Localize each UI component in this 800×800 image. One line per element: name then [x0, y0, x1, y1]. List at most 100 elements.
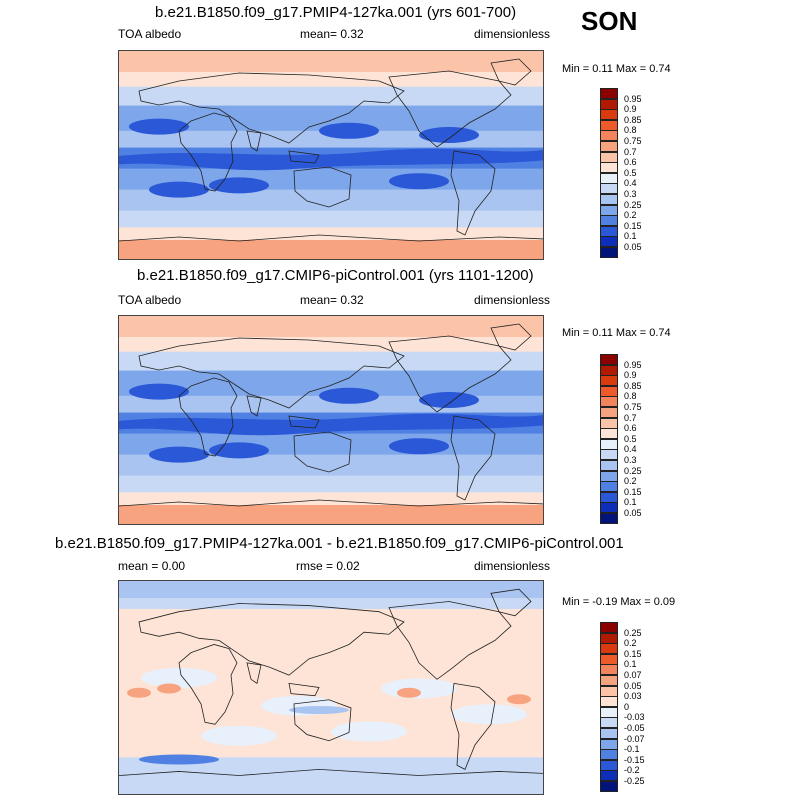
- field-band: [119, 492, 543, 506]
- colorbar-label: 0.15: [624, 648, 642, 659]
- field-band: [119, 210, 543, 228]
- colorbar-swatch: [600, 643, 618, 655]
- field-blob: [209, 442, 269, 459]
- panel-2-mean-label: mean= 0.32: [300, 293, 364, 307]
- coastline: [288, 415, 320, 429]
- colorbar-swatch: [600, 119, 618, 131]
- colorbar-label: -0.15: [624, 754, 645, 765]
- colorbar-swatch: [600, 449, 618, 461]
- field-blob: [397, 687, 421, 698]
- colorbar-swatch: [600, 396, 618, 408]
- colorbar-swatch: [600, 632, 618, 644]
- field-band: [119, 505, 543, 524]
- panel-1-units-label: dimensionless: [474, 27, 551, 41]
- colorbar-label: -0.1: [624, 744, 640, 755]
- field-blob: [149, 181, 209, 198]
- field-blob: [319, 387, 379, 404]
- colorbar-swatch: [600, 653, 618, 665]
- colorbar-swatch: [600, 194, 618, 206]
- colorbar-label: 0.1: [624, 497, 637, 508]
- colorbar-swatch: [600, 151, 618, 163]
- colorbar-swatch: [600, 696, 618, 708]
- coastline: [450, 415, 496, 501]
- panel-3-map: [118, 580, 544, 795]
- panel-2-title: b.e21.B1850.f09_g17.CMIP6-piControl.001 …: [137, 267, 534, 284]
- colorbar-label: 0.7: [624, 412, 637, 423]
- colorbar-label: 0.03: [624, 691, 642, 702]
- panel-3-title: b.e21.B1850.f09_g17.PMIP4-127ka.001 - b.…: [55, 535, 624, 552]
- colorbar-swatch: [600, 481, 618, 493]
- field-itcz: [119, 148, 543, 171]
- colorbar-swatch: [600, 236, 618, 248]
- field-band: [119, 475, 543, 493]
- colorbar-swatch: [600, 364, 618, 376]
- colorbar-swatch: [600, 438, 618, 450]
- field-itcz: [119, 413, 543, 436]
- colorbar-swatch: [600, 385, 618, 397]
- colorbar-label: 0.1: [624, 659, 637, 670]
- field-blob: [149, 446, 209, 463]
- colorbar-swatch: [600, 204, 618, 216]
- colorbar-label: 0.4: [624, 178, 637, 189]
- field-band: [119, 316, 543, 338]
- coastline: [178, 644, 238, 725]
- colorbar-swatch: [600, 215, 618, 227]
- colorbar-label: 0.9: [624, 104, 637, 115]
- colorbar-swatch: [600, 172, 618, 184]
- colorbar-label: 0.07: [624, 670, 642, 680]
- coastline: [119, 234, 543, 242]
- colorbar-label: -0.05: [624, 723, 645, 733]
- coastline: [138, 603, 405, 676]
- field-blob: [419, 127, 479, 143]
- field-blob: [201, 725, 277, 746]
- colorbar-label: 0.2: [624, 638, 637, 649]
- field-band: [119, 454, 543, 477]
- colorbar-swatch: [600, 162, 618, 174]
- coastline: [293, 431, 352, 473]
- colorbar-swatch: [600, 428, 618, 440]
- colorbar-label: 0.95: [624, 93, 642, 104]
- colorbar-label: 0.15: [624, 220, 642, 231]
- colorbar-swatch: [600, 247, 618, 259]
- panel-2-units-label: dimensionless: [474, 293, 551, 307]
- colorbar-label: -0.2: [624, 765, 640, 776]
- colorbar-swatch: [600, 706, 618, 718]
- panel-3-mean-label: mean = 0.00: [118, 559, 186, 573]
- colorbar-swatch: [600, 88, 618, 100]
- colorbar-swatch: [600, 781, 618, 793]
- coastline: [119, 499, 543, 507]
- coastline: [388, 70, 512, 148]
- colorbar-label: 0.3: [624, 455, 637, 465]
- field-blob: [419, 392, 479, 408]
- colorbar-label: 0.2: [624, 476, 637, 487]
- colorbar-label: 0.25: [624, 627, 642, 638]
- colorbar-swatch: [600, 685, 618, 697]
- colorbar-label: 0.5: [624, 167, 637, 178]
- coastline: [293, 166, 352, 208]
- colorbar-swatch: [600, 717, 618, 729]
- colorbar-swatch: [600, 354, 618, 366]
- colorbar-label: -0.03: [624, 712, 645, 723]
- colorbar-label: -0.07: [624, 733, 645, 744]
- coastline: [288, 150, 320, 164]
- colorbar-label: 0.15: [624, 486, 642, 497]
- field-band: [119, 86, 543, 107]
- field-blob: [209, 177, 269, 194]
- colorbar-label: -0.25: [624, 776, 645, 786]
- colorbar-swatch: [600, 130, 618, 142]
- colorbar-swatch: [600, 664, 618, 676]
- colorbar-label: 0.25: [624, 199, 642, 210]
- colorbar-label: 0.75: [624, 402, 642, 412]
- colorbar-label: 0.6: [624, 157, 637, 168]
- field-band: [119, 72, 543, 88]
- coastline: [388, 335, 512, 413]
- coastline: [178, 112, 238, 192]
- season-label: SON: [581, 6, 638, 36]
- colorbar-label: 0.4: [624, 444, 637, 455]
- field-band: [119, 598, 543, 609]
- colorbar-swatch: [600, 738, 618, 750]
- coastline: [450, 150, 496, 236]
- coastline: [293, 699, 352, 742]
- colorbar-label: 0.95: [624, 359, 642, 370]
- field-band: [119, 227, 543, 241]
